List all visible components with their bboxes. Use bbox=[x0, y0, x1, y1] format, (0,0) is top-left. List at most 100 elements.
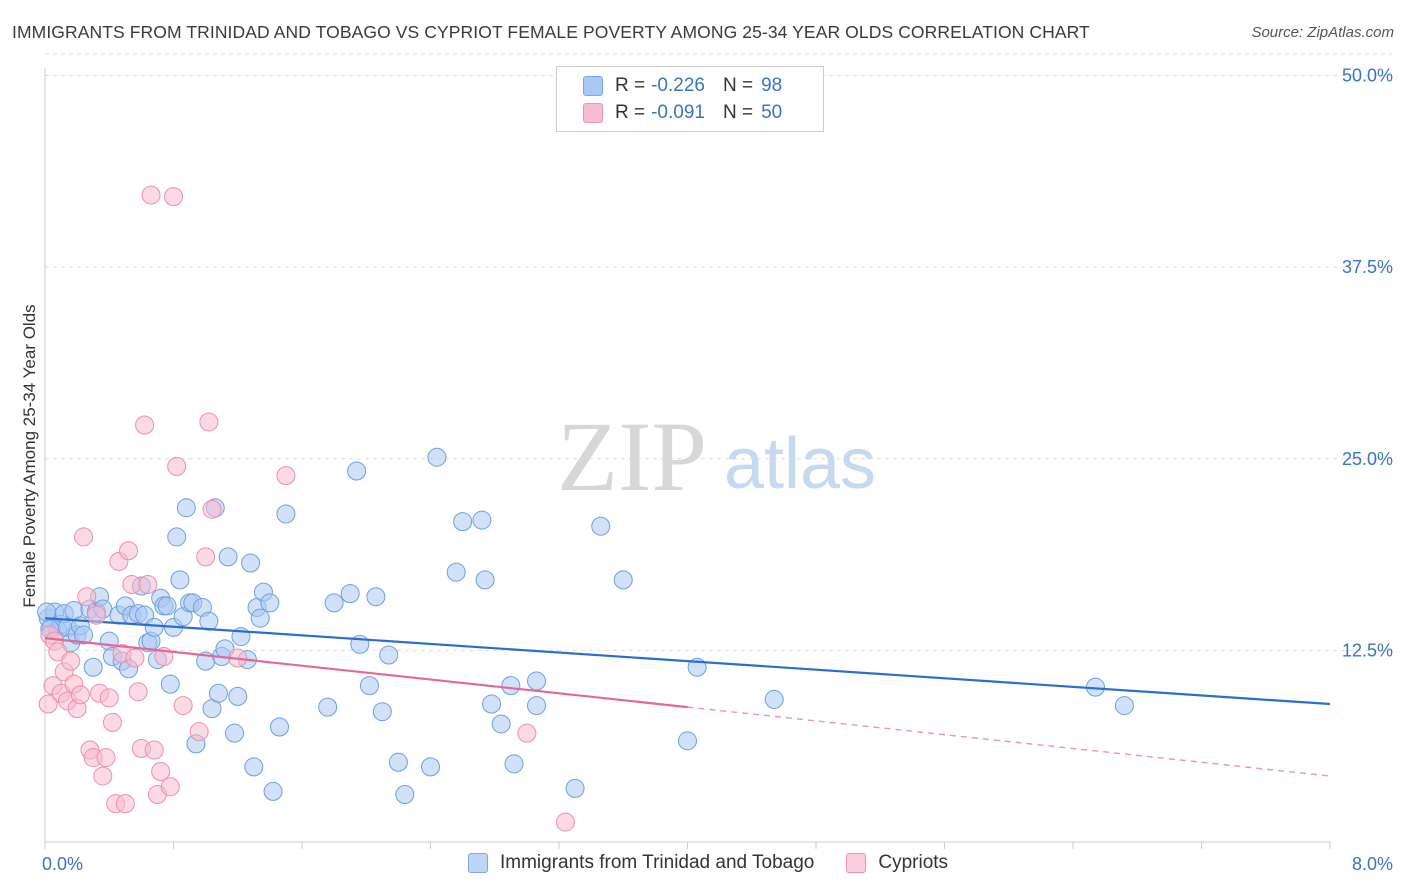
data-point bbox=[160, 777, 180, 797]
y-axis-label: Female Poverty Among 25-34 Year Olds bbox=[20, 304, 39, 608]
legend-swatch-blue bbox=[468, 853, 488, 873]
chart-title: IMMIGRANTS FROM TRINIDAD AND TOBAGO VS C… bbox=[12, 22, 1090, 42]
data-point bbox=[119, 541, 139, 561]
data-point bbox=[83, 657, 103, 677]
data-point bbox=[395, 784, 415, 804]
tick-labels: 12.5% 25.0% 37.5% 50.0% 0.0% 8.0% bbox=[42, 66, 1393, 875]
data-point bbox=[208, 683, 228, 703]
data-point bbox=[678, 731, 697, 751]
legend-n-label: N = bbox=[722, 75, 754, 96]
legend-row-cypriots: R = -0.091 N = 50 bbox=[583, 101, 782, 125]
legend-n-value: 98 bbox=[761, 75, 783, 96]
watermark-zip: ZIP bbox=[557, 401, 707, 512]
legend-item-cypriots: Cypriots bbox=[846, 852, 948, 874]
data-point bbox=[157, 596, 177, 616]
data-point bbox=[164, 187, 183, 207]
data-point bbox=[48, 642, 68, 662]
data-point bbox=[176, 498, 196, 518]
series bbox=[37, 185, 1331, 832]
y-tick-label: 37.5% bbox=[1342, 257, 1393, 277]
data-point bbox=[244, 757, 264, 777]
data-point bbox=[260, 593, 280, 613]
data-point bbox=[565, 778, 585, 798]
watermark: ZIP atlas bbox=[557, 401, 876, 512]
data-point bbox=[135, 415, 155, 435]
data-point bbox=[270, 717, 290, 737]
data-point bbox=[122, 574, 142, 594]
axes bbox=[44, 68, 1331, 849]
legend-swatch-pink bbox=[583, 103, 603, 123]
data-point bbox=[141, 185, 161, 205]
y-tick-label: 50.0% bbox=[1342, 66, 1393, 86]
y-tick-label: 12.5% bbox=[1342, 640, 1393, 660]
data-point bbox=[102, 712, 122, 732]
data-point bbox=[199, 412, 219, 432]
legend-n-label: N = bbox=[722, 102, 754, 123]
data-point bbox=[125, 648, 145, 668]
data-point bbox=[38, 694, 58, 714]
data-point bbox=[128, 682, 148, 702]
data-point bbox=[173, 696, 193, 716]
data-point bbox=[276, 504, 296, 524]
chart-source: Source: ZipAtlas.com bbox=[1251, 24, 1394, 41]
legend-swatch-pink bbox=[846, 853, 867, 873]
trend-line bbox=[44, 617, 1331, 706]
data-point bbox=[388, 752, 408, 772]
data-point bbox=[491, 714, 511, 734]
data-point bbox=[202, 499, 222, 519]
legend-r-label: R = bbox=[615, 102, 646, 123]
data-point bbox=[218, 547, 238, 567]
data-point bbox=[225, 723, 245, 743]
data-point bbox=[170, 570, 190, 590]
data-point bbox=[504, 754, 524, 774]
legend-label-immigrants: Immigrants from Trinidad and Tobago bbox=[500, 852, 815, 873]
data-point bbox=[359, 676, 379, 696]
data-point bbox=[501, 676, 521, 696]
legend-item-immigrants: Immigrants from Trinidad and Tobago bbox=[468, 852, 814, 874]
data-point bbox=[250, 608, 270, 628]
watermark-atlas: atlas bbox=[724, 424, 876, 504]
x-tick-label: 0.0% bbox=[42, 854, 83, 874]
data-point bbox=[138, 574, 158, 594]
data-point bbox=[340, 584, 360, 604]
data-point bbox=[421, 757, 440, 777]
legend-label-cypriots: Cypriots bbox=[878, 852, 949, 873]
data-point bbox=[453, 512, 473, 532]
series-cypriots bbox=[38, 185, 1331, 832]
data-point bbox=[372, 702, 392, 722]
data-point bbox=[472, 510, 492, 530]
data-point bbox=[189, 722, 209, 742]
data-point bbox=[482, 694, 502, 714]
data-point bbox=[427, 447, 447, 467]
data-point bbox=[167, 527, 187, 547]
data-point bbox=[199, 611, 219, 631]
data-point bbox=[527, 671, 547, 691]
legend-swatch-blue bbox=[583, 76, 603, 96]
data-point bbox=[241, 553, 261, 573]
trend-line bbox=[44, 637, 688, 709]
data-point bbox=[318, 697, 338, 717]
legend-r-label: R = bbox=[615, 75, 646, 96]
data-point bbox=[167, 456, 187, 476]
data-point bbox=[324, 593, 344, 613]
data-point bbox=[74, 625, 94, 645]
data-point bbox=[379, 645, 399, 665]
gridlines bbox=[45, 53, 1392, 651]
data-point bbox=[160, 674, 180, 694]
data-point bbox=[591, 516, 611, 536]
x-tick-label: 8.0% bbox=[1352, 854, 1393, 874]
data-point bbox=[96, 748, 116, 768]
data-point bbox=[1114, 696, 1134, 716]
y-tick-label: 25.0% bbox=[1342, 449, 1393, 469]
legend-row-immigrants: R = -0.226 N = 98 bbox=[583, 74, 782, 98]
data-point bbox=[347, 461, 367, 481]
data-point bbox=[61, 651, 81, 671]
data-point bbox=[446, 562, 466, 582]
data-point bbox=[144, 740, 164, 760]
legend-r-value: -0.091 bbox=[651, 102, 705, 123]
data-point bbox=[764, 689, 784, 709]
data-point bbox=[228, 686, 248, 706]
legend-n-value: 50 bbox=[761, 102, 783, 123]
data-point bbox=[144, 617, 164, 637]
